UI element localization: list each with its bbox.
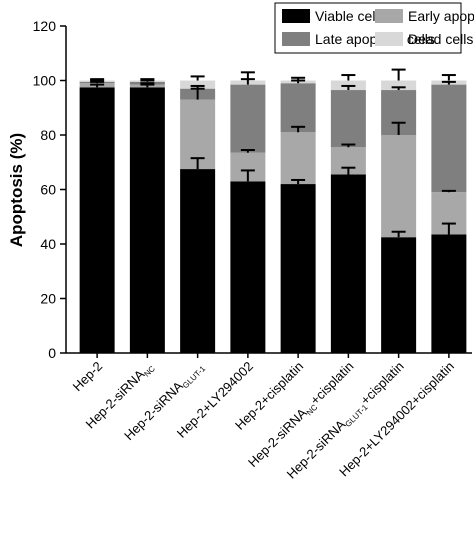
bar-segment (330, 90, 366, 148)
bar-segment (381, 80, 417, 91)
y-tick-label: 120 (33, 18, 57, 34)
legend-swatch (282, 9, 310, 23)
x-tick-label-part: +cisplatin (307, 359, 356, 408)
bar-segment (280, 132, 316, 185)
x-tick-label-part: +cisplatin (358, 359, 407, 408)
y-tick-label: 100 (33, 73, 57, 89)
bar-segment (180, 169, 216, 353)
legend-swatch (375, 9, 403, 23)
legend-swatch (282, 32, 310, 46)
x-tick-label: Hep-2 (70, 359, 106, 395)
y-tick-label: 60 (40, 182, 56, 198)
bar-segment (230, 84, 266, 153)
y-tick-label: 40 (40, 236, 56, 252)
legend-label: Dead cells (408, 31, 473, 47)
bar-segment (79, 87, 115, 353)
bar-segment (280, 184, 316, 353)
legend-label: Early apoptotic cells (408, 8, 474, 24)
bar-segment (431, 84, 467, 193)
y-axis-label: Apoptosis (%) (7, 133, 26, 247)
bar-segment (230, 181, 266, 353)
bar-segment (280, 83, 316, 133)
x-tick-label-part: GLUT-1 (181, 364, 208, 391)
bar-segment (381, 237, 417, 353)
y-tick-label: 80 (40, 127, 56, 143)
bar-segment (180, 80, 216, 89)
bar-segment (381, 135, 417, 238)
bar-segment (431, 234, 467, 353)
legend-label: Viable cells (315, 8, 386, 24)
bar-segment (330, 174, 366, 353)
y-tick-label: 0 (48, 345, 56, 361)
legend-swatch (375, 32, 403, 46)
legend-label: Late apoptotic cells (315, 31, 435, 47)
bar-segment (129, 87, 165, 353)
y-tick-label: 20 (40, 291, 56, 307)
x-tick-label-part: Hep-2 (70, 359, 106, 395)
